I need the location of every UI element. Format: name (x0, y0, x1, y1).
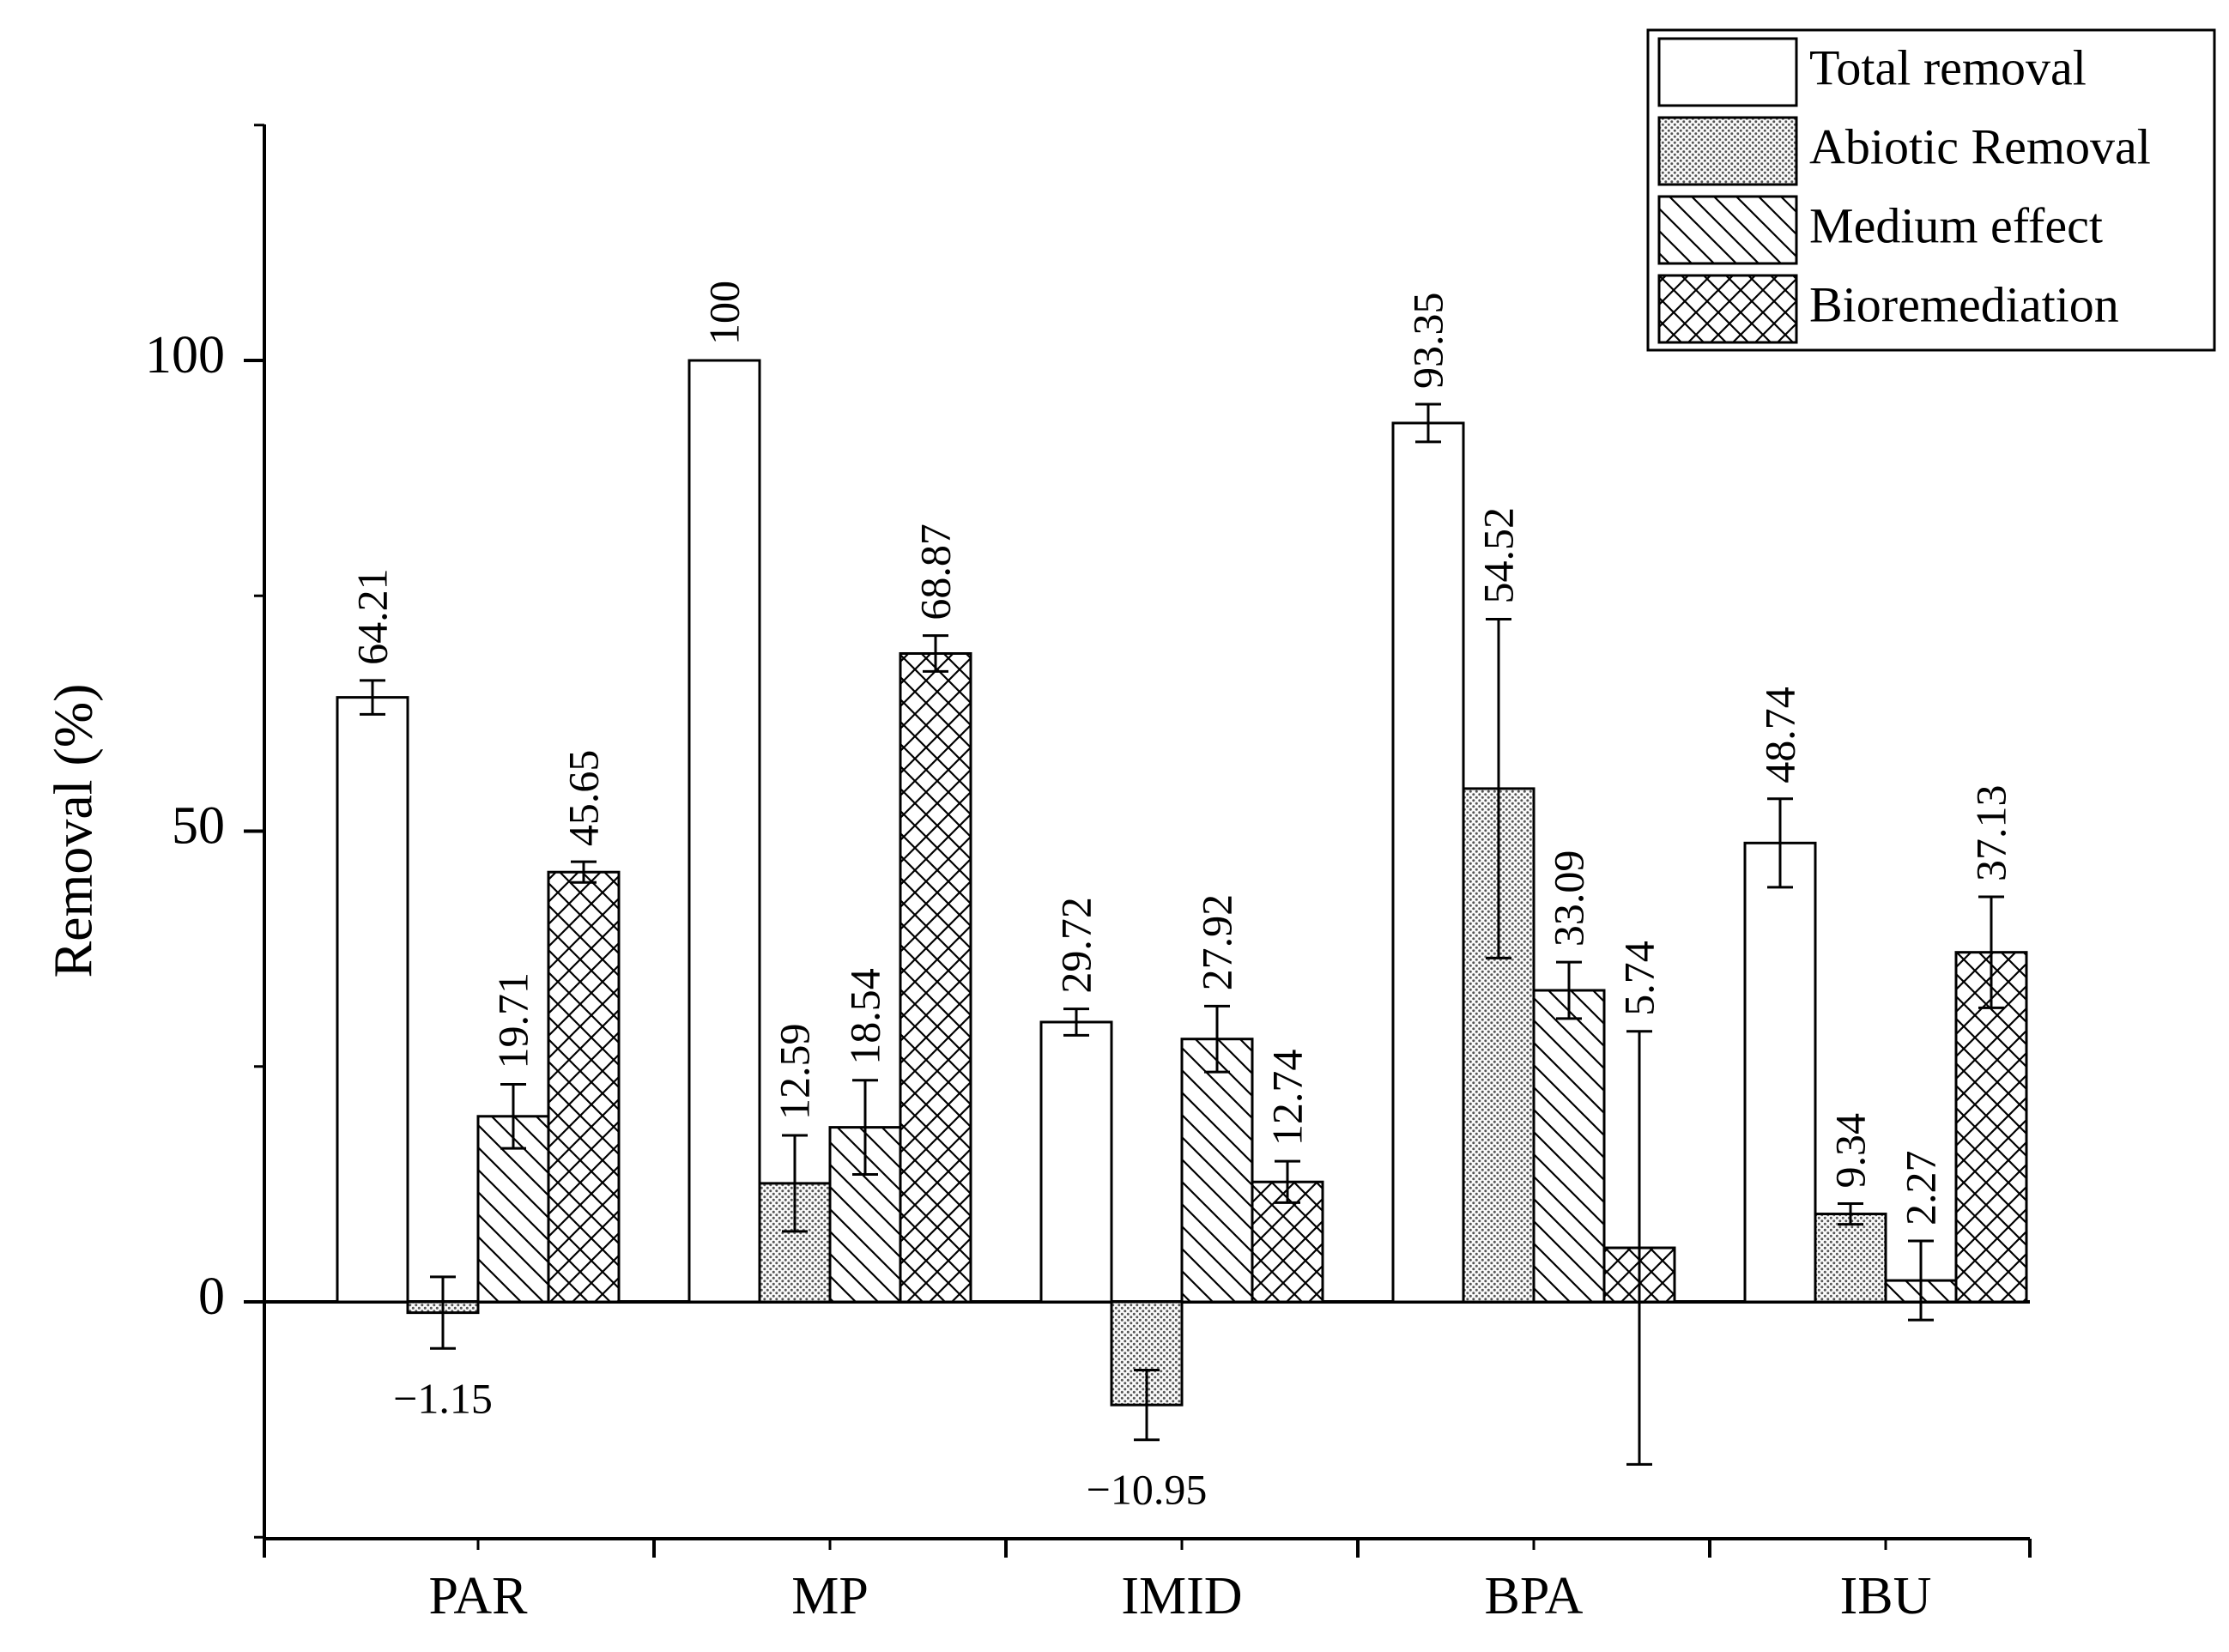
error-bar-medium-effect-imid (1204, 1004, 1230, 1074)
legend-item-abiotic-removal: Abiotic Removal (1657, 116, 2151, 186)
y-axis-ticks: 0 50 100 (145, 124, 264, 1539)
data-label-abiotic-removal-par: −1.15 (393, 1374, 493, 1422)
y-tick-label-100: 100 (145, 326, 225, 384)
data-label-bioremediation-mp: 68.87 (911, 523, 959, 620)
bar-total-removal-par (336, 696, 409, 1304)
data-label-total-removal-imid: 29.72 (1051, 897, 1099, 994)
data-label-medium-effect-bpa: 33.09 (1544, 850, 1592, 947)
x-axis-ticks: PAR MP IMID BPA IBU (263, 1539, 2032, 1625)
data-label-medium-effect-mp: 18.54 (840, 968, 888, 1065)
error-bar-total-removal-imid (1063, 1008, 1089, 1037)
legend-label-bioremediation: Bioremediation (1809, 276, 2119, 332)
error-bar-total-removal-ibu (1767, 797, 1793, 889)
x-tick-label-mp: MP (791, 1567, 869, 1625)
legend-swatch-abiotic-removal (1657, 116, 1798, 186)
legend-swatch-total-removal (1657, 37, 1798, 107)
bar-bioremediation-ibu (1954, 951, 2028, 1304)
data-label-abiotic-removal-ibu: 9.34 (1826, 1113, 1874, 1189)
error-bar-abiotic-removal-ibu (1838, 1201, 1863, 1226)
legend-swatch-bioremediation (1657, 274, 1798, 344)
data-label-total-removal-ibu: 48.74 (1755, 687, 1803, 784)
bar-abiotic-removal-ibu (1814, 1213, 1887, 1304)
data-label-medium-effect-imid: 27.92 (1192, 894, 1240, 991)
data-label-total-removal-bpa: 93.35 (1403, 293, 1451, 390)
data-label-bioremediation-imid: 12.74 (1263, 1050, 1311, 1147)
data-label-medium-effect-par: 19.71 (488, 972, 536, 1069)
error-bar-bioremediation-par (571, 860, 597, 884)
error-bar-abiotic-removal-par (430, 1275, 456, 1350)
data-label-medium-effect-ibu: 2.27 (1896, 1151, 1944, 1226)
legend-item-medium-effect: Medium effect (1657, 195, 2103, 265)
error-bar-medium-effect-ibu (1908, 1239, 1934, 1322)
bar-bioremediation-mp (899, 651, 972, 1304)
error-bar-medium-effect-bpa (1556, 960, 1582, 1020)
error-bars (360, 402, 2004, 1466)
legend: Total removal Abiotic Removal Medium effec… (1646, 28, 2216, 352)
bar-total-removal-ibu (1743, 841, 1817, 1304)
bar-total-removal-imid (1039, 1020, 1113, 1304)
error-bar-abiotic-removal-mp (782, 1134, 808, 1233)
data-label-bioremediation-bpa: 5.74 (1614, 941, 1663, 1016)
error-bar-medium-effect-mp (852, 1079, 878, 1176)
error-bar-bioremediation-mp (923, 634, 948, 673)
error-bar-bioremediation-bpa (1626, 1030, 1652, 1466)
bar-total-removal-mp (687, 359, 761, 1304)
data-label-bioremediation-ibu: 37.13 (1966, 784, 2014, 881)
data-labels: 64.21 100 29.72 93.35 48.74 −1.15 12.59 −10.95 5… (348, 281, 2014, 1514)
y-axis-title: Removal (%) (43, 684, 104, 978)
error-bar-bioremediation-ibu (1978, 895, 2004, 1009)
x-tick-label-bpa: BPA (1485, 1567, 1584, 1625)
data-label-abiotic-removal-mp: 12.59 (770, 1023, 818, 1120)
x-tick-label-par: PAR (429, 1567, 529, 1625)
error-bar-abiotic-removal-imid (1134, 1369, 1160, 1442)
data-label-abiotic-removal-bpa: 54.52 (1474, 507, 1522, 604)
x-tick-label-imid: IMID (1121, 1567, 1242, 1625)
x-tick-label-ibu: IBU (1840, 1567, 1932, 1625)
legend-label-medium-effect: Medium effect (1809, 197, 2103, 253)
bars (336, 359, 2028, 1407)
data-label-total-removal-par: 64.21 (348, 568, 396, 665)
data-label-bioremediation-par: 45.65 (559, 750, 607, 847)
legend-item-bioremediation: Bioremediation (1657, 274, 2119, 344)
error-bar-abiotic-removal-bpa (1486, 617, 1511, 959)
y-tick-label-50: 50 (172, 797, 225, 856)
legend-item-total-removal: Total removal (1657, 37, 2087, 107)
bar-total-removal-bpa (1391, 421, 1465, 1304)
bar-bioremediation-par (547, 870, 621, 1304)
error-bar-total-removal-bpa (1415, 402, 1441, 444)
error-bar-medium-effect-par (500, 1082, 526, 1150)
data-label-abiotic-removal-imid: −10.95 (1087, 1466, 1208, 1514)
legend-label-total-removal: Total removal (1809, 39, 2087, 95)
legend-label-abiotic-removal: Abiotic Removal (1809, 118, 2151, 174)
error-bar-bioremediation-imid (1275, 1159, 1300, 1204)
bar-medium-effect-bpa (1532, 989, 1606, 1304)
bar-medium-effect-imid (1180, 1038, 1254, 1304)
data-label-total-removal-mp: 100 (700, 281, 748, 345)
y-tick-label-0: 0 (198, 1268, 225, 1326)
legend-swatch-medium-effect (1657, 195, 1798, 265)
error-bar-total-removal-par (360, 679, 385, 716)
